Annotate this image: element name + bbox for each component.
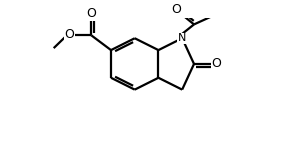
- Text: O: O: [171, 3, 181, 16]
- Text: O: O: [211, 57, 221, 70]
- Text: N: N: [178, 33, 186, 43]
- Text: O: O: [86, 7, 96, 20]
- Text: O: O: [65, 28, 74, 41]
